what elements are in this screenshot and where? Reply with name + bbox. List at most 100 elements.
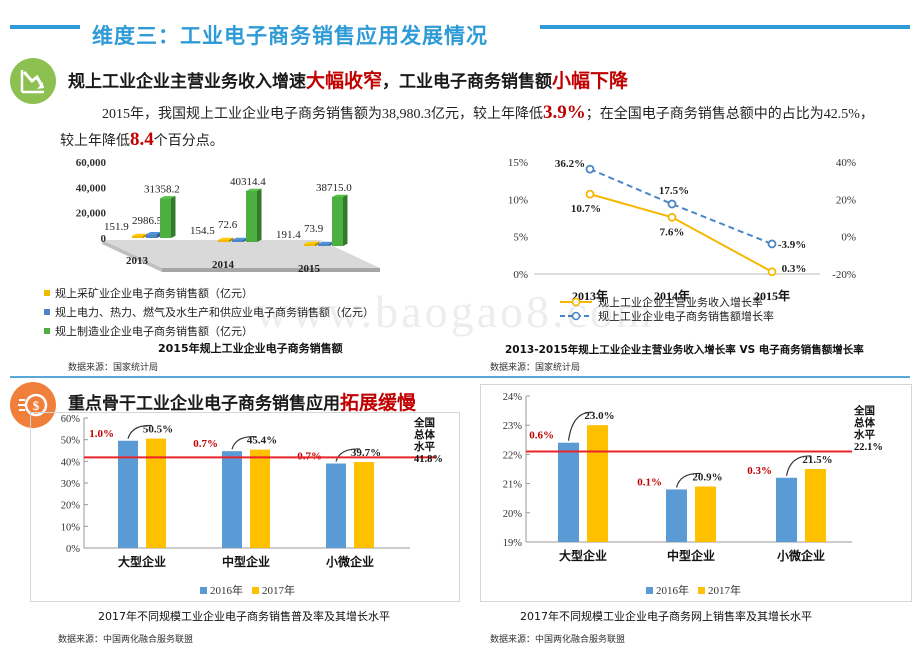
chart4-value-label: 20.9%	[692, 472, 722, 484]
chart1-bar-top	[232, 237, 248, 240]
chart4-reference-value: 22.1%	[854, 442, 883, 453]
chart3-ytick-label: 60%	[61, 414, 81, 425]
chart3-legend-swatch	[252, 587, 259, 594]
chart4-bar	[666, 489, 687, 542]
chart3-value-label: 50.5%	[143, 424, 173, 436]
chart3-category-label: 大型企业	[118, 554, 166, 569]
chart1-bar	[146, 234, 157, 238]
chart1-data-label: 72.6	[218, 219, 238, 231]
chart2-point	[667, 212, 677, 222]
para-highlight-2: 8.4	[130, 129, 154, 150]
chart1-legend-label: 规上采矿业企业电子商务销售额（亿元）	[55, 287, 253, 300]
chart2-point	[667, 199, 677, 209]
chart2-ytick-right: 20%	[836, 194, 856, 206]
chart4-growth-arrow	[785, 455, 812, 476]
chart3-ytick-label: 30%	[61, 479, 81, 490]
chart1-bar	[232, 240, 243, 242]
chart3-frame	[30, 412, 460, 602]
chart1-data-label: 31358.2	[144, 183, 180, 195]
chart1-bar-top	[160, 196, 176, 199]
chart3-category-label: 小微企业	[326, 554, 374, 569]
chart1-floor-edge	[102, 240, 162, 272]
chart1-legend-item-mining: 规上采矿业企业电子商务销售额（亿元）	[44, 285, 374, 301]
chart1-bar	[318, 244, 329, 246]
chart1-data-label: 151.9	[104, 221, 129, 233]
chart2-ytick-right: -20%	[832, 269, 856, 281]
chart2-point	[585, 164, 595, 174]
chart2-line-chart: 15% 10% 5% 0% 40% 20% 0% -20% 2013年 2014年 2015年 10.…	[508, 157, 856, 323]
chart4-growth-arrow	[675, 472, 702, 488]
chart2-data-label: 7.6%	[660, 226, 685, 238]
chart1-bar	[218, 240, 229, 242]
chart1-bar-top	[132, 233, 148, 236]
chart3-bar	[326, 463, 346, 548]
chart3-reference-label: 总体	[414, 428, 435, 441]
chart1-bar	[304, 244, 315, 246]
chart1-source: 数据来源：国家统计局	[68, 363, 159, 373]
chart1-floor-front	[162, 268, 380, 272]
chart3-bar-chart: 60% 50% 40% 30% 20% 10% 0% 50.5% 1.0% 大型企业 45.4% 0.…	[61, 414, 443, 597]
chart1-data-label: 2986.5	[132, 215, 163, 227]
chart2-ytick-right: 0%	[841, 232, 856, 244]
chart2-point	[767, 267, 777, 277]
section1-head-pre: 规上工业企业主营业务收入增速	[68, 72, 306, 92]
chart2-data-label: 36.2%	[555, 158, 585, 170]
chart3-title: 2017年不同规模工业企业电子商务销售普及率及其增长水平	[98, 610, 390, 623]
chart4-ytick-label: 21%	[503, 480, 523, 491]
chart2-category-label: 2013年	[572, 288, 608, 303]
chart3-value-label: 45.4%	[247, 435, 277, 447]
chart3-value-label: 39.7%	[351, 447, 381, 459]
chart4-reference-label: 总体	[854, 416, 875, 429]
chart4-category-label: 大型企业	[559, 548, 607, 563]
chart4-bar-chart: 24% 23% 22% 21% 20% 19% 23.0% 0.6% 大型企业 20.9% 0.1%…	[503, 392, 883, 597]
title-bar: 维度三：工业电子商务销售应用发展情况	[0, 8, 920, 48]
chart1-bar-side	[171, 196, 176, 238]
chart1-ytick-label: 60,000	[76, 157, 107, 169]
chart1-category-label: 2015	[298, 263, 321, 275]
chart2-category-label: 2014年	[654, 288, 690, 303]
chart2-data-label: 17.5%	[659, 185, 689, 197]
chart1-legend-swatch	[44, 328, 50, 334]
chart1-bar-side	[257, 188, 262, 242]
chart1-bar-top	[246, 188, 262, 191]
chart1-category-label: 2013	[126, 255, 149, 267]
para-part-a: 2015年，我国规上工业企业电子商务销售额为38,980.3亿元，较上年降低	[102, 107, 543, 122]
chart1-data-label: 154.5	[190, 225, 215, 237]
svg-text:$: $	[33, 398, 40, 413]
chart1-ytick-label: 20,000	[76, 208, 107, 220]
chart4-ytick-label: 23%	[503, 421, 523, 432]
section1-paragraph: 2015年，我国规上工业企业电子商务销售额为38,980.3亿元，较上年降低3.…	[60, 100, 880, 154]
chart1-bar	[132, 236, 143, 238]
chart4-category-label: 中型企业	[667, 548, 715, 563]
chart3-legend-label: 2017年	[262, 583, 295, 597]
chart3-bar	[222, 451, 242, 548]
chart4-legend-swatch	[646, 587, 653, 594]
chart3-bar	[354, 461, 374, 548]
chart3-legend-label: 2016年	[210, 583, 243, 597]
chart1-data-label: 191.4	[276, 229, 301, 241]
chart3-ytick-label: 40%	[61, 457, 81, 468]
chart4-ytick-label: 24%	[503, 392, 523, 403]
chart1-data-label: 38715.0	[316, 182, 352, 194]
chart2-data-label: 0.3%	[782, 263, 807, 275]
chart1-bar-top	[218, 237, 234, 240]
watermark: www.baogao8.com	[255, 286, 655, 337]
chart3-legend-swatch	[200, 587, 207, 594]
trend-down-icon	[10, 58, 56, 104]
title-dash-left	[10, 25, 80, 29]
chart4-ytick-label: 22%	[503, 450, 523, 461]
section1-highlight-1: 大幅收窄	[306, 70, 383, 92]
chart4-title: 2017年不同规模工业企业电子商务网上销售率及其增长水平	[520, 610, 812, 623]
chart4-bar	[776, 477, 797, 542]
chart4-bar	[805, 469, 826, 542]
chart1-bar	[160, 198, 171, 238]
chart4-category-label: 小微企业	[777, 548, 825, 563]
chart4-bar	[587, 425, 608, 542]
chart2-ytick-left: 5%	[513, 232, 528, 244]
chart2-point	[767, 239, 777, 249]
chart1-bar-top	[318, 241, 334, 244]
chart1-legend: 规上采矿业企业电子商务销售额（亿元） 规上电力、热力、燃气及水生产和供应业电子商…	[44, 285, 374, 342]
chart3-reference-value: 41.8%	[414, 454, 443, 465]
chart3-growth-label: 1.0%	[89, 428, 114, 440]
